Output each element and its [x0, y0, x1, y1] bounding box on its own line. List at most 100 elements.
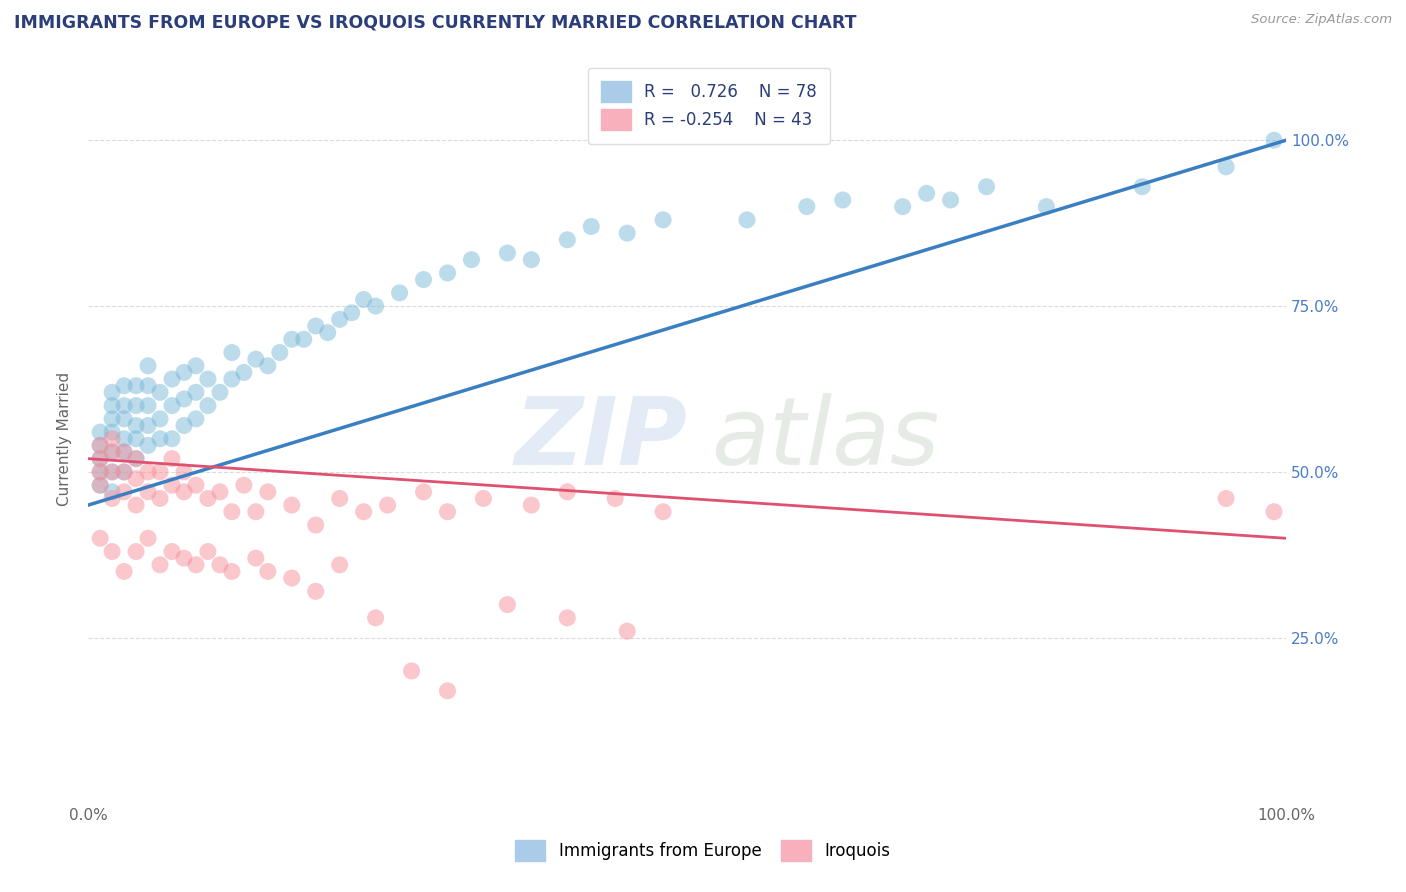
Point — [101, 399, 124, 413]
Point — [101, 432, 124, 446]
Point — [831, 193, 853, 207]
Point — [401, 664, 423, 678]
Point — [101, 385, 124, 400]
Point — [221, 565, 243, 579]
Point — [101, 445, 124, 459]
Point — [89, 478, 111, 492]
Point — [281, 498, 304, 512]
Point — [136, 359, 159, 373]
Point — [149, 558, 172, 572]
Point — [329, 312, 352, 326]
Point — [149, 412, 172, 426]
Point — [184, 385, 207, 400]
Point — [245, 505, 267, 519]
Point — [256, 484, 278, 499]
Point — [149, 465, 172, 479]
Point — [915, 186, 938, 201]
Point — [125, 378, 148, 392]
Point — [112, 378, 135, 392]
Point — [136, 438, 159, 452]
Point — [89, 531, 111, 545]
Point — [1215, 160, 1237, 174]
Point — [101, 445, 124, 459]
Point — [256, 565, 278, 579]
Point — [520, 498, 543, 512]
Point — [89, 425, 111, 439]
Point — [581, 219, 603, 234]
Legend: R =   0.726    N = 78, R = -0.254    N = 43: R = 0.726 N = 78, R = -0.254 N = 43 — [588, 68, 831, 144]
Point — [329, 558, 352, 572]
Point — [112, 432, 135, 446]
Point — [1035, 200, 1057, 214]
Point — [232, 478, 254, 492]
Point — [256, 359, 278, 373]
Point — [245, 352, 267, 367]
Point — [160, 399, 183, 413]
Point — [412, 484, 434, 499]
Point — [101, 465, 124, 479]
Point — [136, 465, 159, 479]
Point — [173, 366, 195, 380]
Point — [377, 498, 399, 512]
Point — [496, 246, 519, 260]
Point — [939, 193, 962, 207]
Point — [173, 418, 195, 433]
Point — [353, 505, 375, 519]
Point — [101, 412, 124, 426]
Point — [388, 285, 411, 300]
Point — [125, 544, 148, 558]
Point — [112, 565, 135, 579]
Point — [112, 484, 135, 499]
Point — [125, 498, 148, 512]
Point — [125, 432, 148, 446]
Legend: Immigrants from Europe, Iroquois: Immigrants from Europe, Iroquois — [502, 827, 904, 875]
Point — [1215, 491, 1237, 506]
Point — [197, 399, 219, 413]
Point — [125, 399, 148, 413]
Point — [89, 451, 111, 466]
Point — [472, 491, 495, 506]
Text: atlas: atlas — [711, 393, 939, 484]
Point — [221, 345, 243, 359]
Point — [89, 438, 111, 452]
Point — [197, 544, 219, 558]
Point — [136, 531, 159, 545]
Point — [555, 611, 578, 625]
Point — [616, 624, 638, 639]
Point — [281, 332, 304, 346]
Point — [436, 266, 458, 280]
Point — [184, 478, 207, 492]
Point — [460, 252, 482, 267]
Point — [221, 372, 243, 386]
Point — [101, 465, 124, 479]
Point — [891, 200, 914, 214]
Point — [125, 418, 148, 433]
Text: ZIP: ZIP — [515, 392, 688, 484]
Point — [173, 551, 195, 566]
Point — [184, 359, 207, 373]
Point — [340, 306, 363, 320]
Point — [173, 484, 195, 499]
Point — [101, 484, 124, 499]
Point — [605, 491, 627, 506]
Point — [89, 465, 111, 479]
Point — [149, 385, 172, 400]
Point — [149, 491, 172, 506]
Point — [652, 212, 675, 227]
Point — [232, 366, 254, 380]
Point — [976, 179, 998, 194]
Point — [520, 252, 543, 267]
Point — [160, 432, 183, 446]
Point — [89, 438, 111, 452]
Point — [208, 385, 231, 400]
Point — [125, 451, 148, 466]
Text: IMMIGRANTS FROM EUROPE VS IROQUOIS CURRENTLY MARRIED CORRELATION CHART: IMMIGRANTS FROM EUROPE VS IROQUOIS CURRE… — [14, 13, 856, 31]
Point — [208, 484, 231, 499]
Point — [136, 378, 159, 392]
Point — [364, 299, 387, 313]
Point — [101, 425, 124, 439]
Point — [305, 518, 328, 533]
Point — [305, 318, 328, 333]
Point — [436, 683, 458, 698]
Point — [101, 491, 124, 506]
